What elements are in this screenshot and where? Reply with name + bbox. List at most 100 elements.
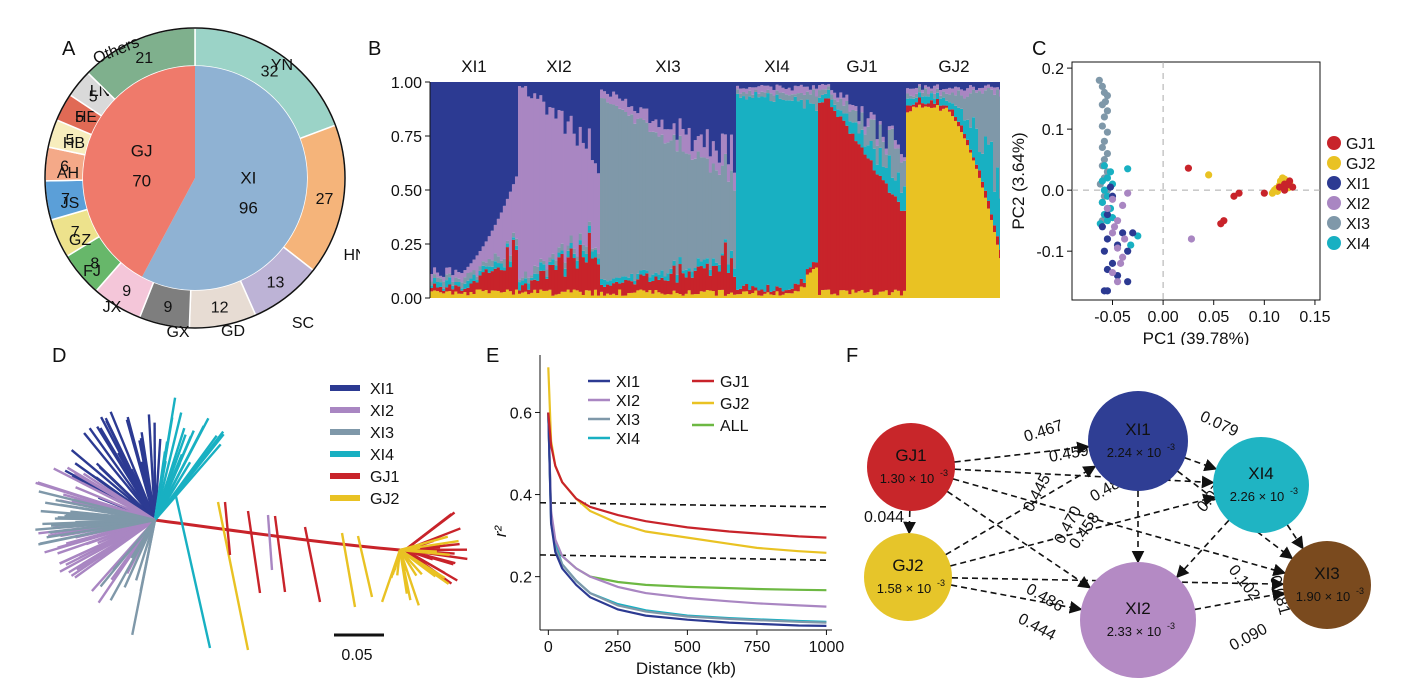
bar-segment-GJ2-XI4	[996, 167, 1000, 237]
bar-segment-XI2-XI4	[587, 225, 592, 233]
bar-segment-GJ1-XI2	[884, 148, 889, 155]
bar-segment-XI2-GJ1	[572, 258, 577, 290]
bar-segment-GJ2-GJ1	[909, 105, 913, 112]
bar-segment-XI2-XI2	[569, 115, 574, 236]
bar-segment-GJ2-XI4	[954, 105, 958, 118]
bar-segment-XI1-GJ2	[463, 292, 467, 298]
tree-branch-XI1	[88, 427, 156, 521]
bar-segment-XI2-XI4	[584, 253, 589, 263]
bar-segment-XI2-GJ1	[593, 257, 598, 290]
bar-segment-XI3-GJ2	[690, 294, 695, 298]
bar-segment-GJ2-XI2	[909, 88, 913, 96]
bar-segment-XI1-XI4	[472, 274, 476, 281]
bar-segment-XI1-GJ1	[475, 282, 479, 290]
bar-segment-GJ2-XI2	[969, 85, 973, 94]
bar-segment-XI3-XI2	[639, 107, 643, 119]
bar-segment-XI4-XI2	[778, 85, 782, 93]
bar-segment-XI3-GJ2	[723, 295, 728, 298]
bar-segment-XI1-XI2	[514, 176, 519, 239]
bar-segment-XI1-GJ2	[502, 291, 507, 298]
bar-segment-XI2-GJ2	[545, 290, 549, 298]
bar-segment-GJ2-GJ1	[915, 102, 919, 108]
bar-segment-GJ2-XI3	[963, 98, 967, 121]
bar-segment-XI2-XI1	[569, 82, 574, 116]
outer-label-GZ: GZ	[69, 232, 91, 249]
bar-segment-XI1-XI3	[445, 274, 449, 281]
bar-segment-XI1-XI2	[505, 198, 510, 241]
bar-segment-GJ1-XI3	[848, 111, 852, 122]
bar-segment-XI3-XI1	[663, 82, 667, 130]
bar-segment-GJ1-XI2	[821, 84, 825, 90]
bar-segment-GJ2-XI3	[930, 91, 934, 94]
node-exp-GJ2: -3	[937, 578, 945, 588]
bar-segment-GJ1-XI3	[839, 98, 843, 111]
bar-segment-GJ1-GJ2	[887, 295, 892, 298]
bar-segment-XI1-XI1	[433, 82, 437, 268]
bar-segment-GJ1-GJ1	[881, 180, 886, 292]
bar-segment-XI4-XI3	[763, 92, 767, 98]
bar-segment-XI1-GJ2	[511, 294, 516, 298]
bar-segment-XI1-GJ2	[451, 294, 455, 298]
bar-segment-XI1-GJ1	[514, 249, 519, 290]
y-tick-label: 0.4	[510, 488, 532, 505]
bar-segment-XI4-XI1	[745, 82, 749, 89]
bar-segment-GJ1-XI2	[878, 121, 883, 125]
bar-segment-GJ2-XI1	[927, 82, 931, 87]
bar-segment-GJ1-XI3	[869, 119, 874, 141]
bar-segment-XI4-XI4	[808, 103, 813, 268]
bar-segment-XI3-GJ1	[678, 264, 682, 295]
bar-segment-GJ2-XI3	[909, 95, 913, 99]
bar-segment-XI3-GJ1	[648, 281, 652, 291]
bar-segment-XI1-GJ2	[508, 291, 513, 298]
bar-segment-XI3-XI1	[687, 82, 692, 128]
bar-segment-GJ1-XI2	[875, 139, 880, 146]
bar-segment-XI4-XI4	[751, 97, 755, 287]
bar-segment-GJ1-XI1	[863, 82, 867, 127]
bar-segment-XI3-XI2	[657, 127, 661, 137]
bar-segment-GJ2-XI2	[933, 85, 937, 94]
bar-segment-XI1-XI2	[451, 275, 455, 282]
bar-segment-GJ2-XI3	[993, 94, 997, 192]
y-tick-label: 0.0	[1042, 183, 1064, 200]
bar-segment-XI1-XI3	[433, 274, 437, 278]
bar-segment-XI2-GJ2	[539, 289, 543, 298]
bar-segment-GJ2-XI4	[924, 96, 928, 105]
bar-segment-XI4-XI4	[781, 99, 785, 292]
node-XI3	[1283, 541, 1371, 629]
point-XI2	[1103, 204, 1112, 213]
bar-segment-GJ1-GJ2	[902, 290, 907, 298]
bar-segment-GJ2-XI2	[999, 89, 1000, 97]
bar-segment-XI4-XI1	[751, 82, 755, 88]
bar-segment-XI2-GJ1	[563, 276, 567, 292]
bar-segment-XI2-XI2	[557, 110, 561, 248]
bar-segment-XI2-XI4	[545, 276, 549, 279]
bar-segment-XI2-XI2	[566, 121, 571, 246]
bar-segment-XI3-XI3	[606, 102, 610, 282]
point-XI2	[1108, 195, 1117, 203]
bar-segment-XI2-GJ2	[548, 289, 552, 298]
tree-branch-XI1	[140, 432, 157, 521]
bar-segment-XI2-GJ1	[536, 280, 540, 294]
outer-value-JX: 9	[122, 283, 131, 300]
bar-segment-GJ2-XI4	[945, 100, 949, 106]
bar-segment-XI2-GJ2	[560, 291, 564, 298]
bar-segment-GJ1-XI4	[851, 122, 855, 134]
bar-segment-GJ2-XI3	[939, 95, 943, 99]
bar-segment-XI4-GJ1	[763, 291, 767, 294]
bar-segment-GJ2-XI1	[999, 82, 1000, 90]
bar-segment-XI4-XI1	[757, 82, 761, 87]
bar-segment-GJ1-GJ2	[878, 291, 883, 298]
bar-segment-GJ1-GJ2	[818, 294, 822, 298]
bar-segment-XI3-GJ1	[606, 284, 610, 294]
bar-segment-XI4-GJ2	[736, 294, 740, 298]
bar-segment-GJ1-XI4	[842, 113, 846, 121]
bar-segment-XI1-GJ2	[481, 291, 486, 298]
bar-segment-XI3-GJ1	[702, 268, 707, 292]
legend-dot-XI2	[1327, 196, 1341, 210]
bar-segment-XI4-XI4	[760, 96, 764, 290]
bar-segment-XI2-XI2	[533, 93, 537, 266]
bar-segment-XI2-XI2	[530, 98, 534, 276]
bar-segment-XI2-GJ1	[590, 258, 595, 296]
bar-segment-XI1-XI4	[457, 281, 461, 287]
legend-label-GJ2: GJ2	[370, 491, 399, 508]
